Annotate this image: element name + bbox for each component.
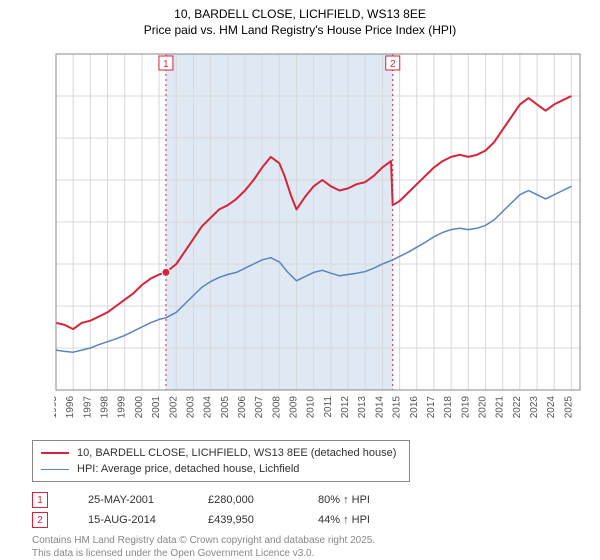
svg-text:2020: 2020 bbox=[478, 396, 489, 419]
svg-text:1997: 1997 bbox=[82, 396, 93, 419]
svg-text:2024: 2024 bbox=[546, 396, 557, 419]
attribution-line2: This data is licensed under the Open Gov… bbox=[32, 547, 580, 560]
svg-text:1995: 1995 bbox=[54, 396, 59, 419]
attribution-line1: Contains HM Land Registry data © Crown c… bbox=[32, 534, 580, 547]
svg-text:2005: 2005 bbox=[220, 396, 231, 419]
svg-text:2023: 2023 bbox=[529, 396, 540, 419]
svg-text:1998: 1998 bbox=[100, 396, 111, 419]
sale-badge: 1 bbox=[32, 492, 48, 508]
svg-text:2021: 2021 bbox=[495, 396, 506, 419]
sale-row-1: 1 25-MAY-2001 £280,000 80% ↑ HPI bbox=[32, 490, 580, 510]
sale-date: 25-MAY-2001 bbox=[88, 494, 178, 506]
svg-text:2000: 2000 bbox=[134, 396, 145, 419]
sale-price: £439,950 bbox=[208, 514, 288, 526]
svg-text:2002: 2002 bbox=[168, 396, 179, 419]
svg-text:2003: 2003 bbox=[185, 396, 196, 419]
sale-date: 15-AUG-2014 bbox=[88, 514, 178, 526]
svg-text:2022: 2022 bbox=[512, 396, 523, 419]
svg-text:2017: 2017 bbox=[426, 396, 437, 419]
sale-badge: 2 bbox=[32, 512, 48, 528]
sale-note: 80% ↑ HPI bbox=[318, 494, 370, 506]
svg-text:2009: 2009 bbox=[289, 396, 300, 419]
svg-text:2011: 2011 bbox=[323, 396, 334, 418]
svg-text:1: 1 bbox=[163, 59, 169, 70]
svg-text:2012: 2012 bbox=[340, 396, 351, 419]
svg-text:2025: 2025 bbox=[563, 396, 574, 419]
svg-text:2018: 2018 bbox=[443, 396, 454, 419]
svg-text:2: 2 bbox=[390, 59, 396, 70]
sale-price: £280,000 bbox=[208, 494, 288, 506]
svg-text:2004: 2004 bbox=[203, 396, 214, 419]
svg-text:2019: 2019 bbox=[460, 396, 471, 419]
svg-text:2006: 2006 bbox=[237, 396, 248, 419]
chart: 12£0£100K£200K£300K£400K£500K£600K£700K£… bbox=[54, 50, 584, 420]
legend-item-property: 10, BARDELL CLOSE, LICHFIELD, WS13 8EE (… bbox=[41, 445, 401, 461]
svg-text:1996: 1996 bbox=[65, 396, 76, 419]
svg-text:2001: 2001 bbox=[151, 396, 162, 419]
legend-item-hpi: HPI: Average price, detached house, Lich… bbox=[41, 461, 401, 477]
svg-text:2007: 2007 bbox=[254, 396, 265, 419]
svg-text:2008: 2008 bbox=[271, 396, 282, 419]
chart-title-line1: 10, BARDELL CLOSE, LICHFIELD, WS13 8EE bbox=[0, 6, 600, 22]
legend-label: HPI: Average price, detached house, Lich… bbox=[77, 463, 299, 475]
svg-text:2015: 2015 bbox=[392, 396, 403, 419]
chart-title-line2: Price paid vs. HM Land Registry's House … bbox=[0, 22, 600, 38]
svg-text:2013: 2013 bbox=[357, 396, 368, 419]
legend-label: 10, BARDELL CLOSE, LICHFIELD, WS13 8EE (… bbox=[77, 447, 396, 459]
svg-text:2010: 2010 bbox=[306, 396, 317, 419]
legend: 10, BARDELL CLOSE, LICHFIELD, WS13 8EE (… bbox=[32, 440, 410, 482]
sale-note: 44% ↑ HPI bbox=[318, 514, 370, 526]
sale-row-2: 2 15-AUG-2014 £439,950 44% ↑ HPI bbox=[32, 510, 580, 530]
svg-text:1999: 1999 bbox=[117, 396, 128, 419]
svg-text:2016: 2016 bbox=[409, 396, 420, 419]
svg-text:2014: 2014 bbox=[374, 396, 385, 419]
